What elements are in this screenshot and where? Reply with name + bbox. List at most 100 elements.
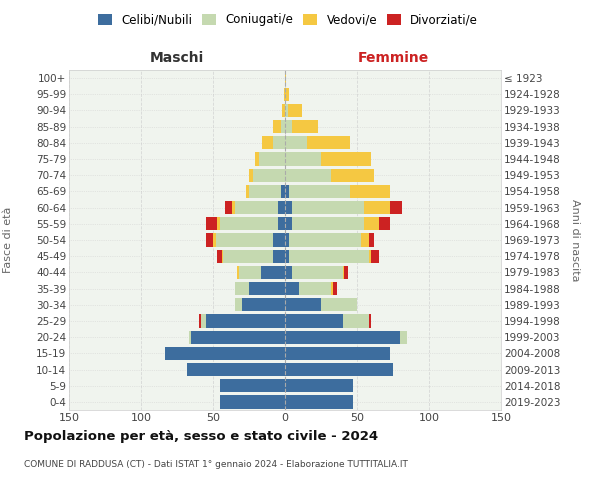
Bar	[274, 120, 281, 134]
Bar	[246, 185, 249, 198]
Bar	[285, 120, 292, 134]
Bar	[390, 201, 401, 214]
Bar	[238, 266, 239, 279]
Bar	[281, 120, 285, 134]
Text: Femmine: Femmine	[358, 51, 428, 65]
Bar	[285, 234, 289, 246]
Bar	[285, 168, 331, 182]
Bar	[255, 152, 259, 166]
Bar	[262, 136, 274, 149]
Bar	[331, 168, 374, 182]
Bar	[285, 72, 286, 85]
Bar	[292, 201, 364, 214]
Bar	[274, 136, 285, 149]
Bar	[285, 250, 289, 263]
Bar	[343, 314, 368, 328]
Bar	[289, 234, 361, 246]
Bar	[368, 250, 371, 263]
Bar	[285, 282, 299, 295]
Bar	[224, 201, 232, 214]
Bar	[289, 250, 368, 263]
Bar	[223, 250, 274, 263]
Bar	[239, 266, 260, 279]
Bar	[288, 104, 302, 117]
Bar	[368, 314, 371, 328]
Bar	[274, 234, 285, 246]
Bar	[285, 152, 321, 166]
Bar	[332, 282, 337, 295]
Bar	[235, 298, 242, 312]
Bar	[285, 266, 292, 279]
Bar	[199, 314, 202, 328]
Bar	[321, 298, 357, 312]
Bar	[321, 152, 371, 166]
Bar	[285, 298, 321, 312]
Bar	[368, 234, 374, 246]
Bar	[249, 185, 281, 198]
Bar	[285, 104, 288, 117]
Bar	[344, 266, 349, 279]
Bar	[400, 330, 407, 344]
Bar	[217, 250, 221, 263]
Text: COMUNE DI RADDUSA (CT) - Dati ISTAT 1° gennaio 2024 - Elaborazione TUTTITALIA.IT: COMUNE DI RADDUSA (CT) - Dati ISTAT 1° g…	[24, 460, 408, 469]
Bar	[289, 185, 350, 198]
Bar	[307, 136, 350, 149]
Bar	[249, 168, 253, 182]
Bar	[285, 346, 390, 360]
Bar	[188, 330, 191, 344]
Bar	[220, 379, 285, 392]
Bar	[249, 282, 285, 295]
Legend: Celibi/Nubili, Coniugati/e, Vedovi/e, Divorziati/e: Celibi/Nubili, Coniugati/e, Vedovi/e, Di…	[95, 11, 481, 28]
Bar	[292, 266, 343, 279]
Bar	[278, 201, 285, 214]
Bar	[221, 250, 223, 263]
Bar	[217, 217, 220, 230]
Bar	[260, 266, 285, 279]
Bar	[274, 250, 285, 263]
Bar	[379, 217, 390, 230]
Bar	[259, 152, 285, 166]
Bar	[253, 168, 285, 182]
Bar	[220, 217, 278, 230]
Bar	[285, 136, 307, 149]
Text: Maschi: Maschi	[150, 51, 204, 65]
Bar	[285, 396, 353, 408]
Y-axis label: Anni di nascita: Anni di nascita	[570, 198, 580, 281]
Bar	[206, 217, 217, 230]
Bar	[350, 185, 390, 198]
Bar	[235, 201, 278, 214]
Bar	[299, 282, 331, 295]
Bar	[206, 234, 213, 246]
Bar	[191, 330, 285, 344]
Bar	[281, 185, 285, 198]
Bar	[361, 234, 368, 246]
Bar	[235, 282, 249, 295]
Bar	[202, 314, 206, 328]
Bar	[331, 282, 332, 295]
Bar	[285, 330, 400, 344]
Bar	[278, 217, 285, 230]
Bar	[285, 88, 289, 101]
Bar	[242, 298, 285, 312]
Bar	[285, 185, 289, 198]
Bar	[292, 217, 364, 230]
Bar	[187, 363, 285, 376]
Bar	[285, 379, 353, 392]
Bar	[166, 346, 285, 360]
Y-axis label: Fasce di età: Fasce di età	[3, 207, 13, 273]
Bar	[284, 88, 285, 101]
Bar	[285, 314, 343, 328]
Bar	[343, 266, 344, 279]
Bar	[292, 120, 318, 134]
Bar	[371, 250, 379, 263]
Bar	[364, 201, 390, 214]
Bar	[285, 363, 393, 376]
Bar	[216, 234, 274, 246]
Bar	[285, 201, 292, 214]
Bar	[213, 234, 216, 246]
Bar	[364, 217, 379, 230]
Bar	[282, 104, 285, 117]
Bar	[285, 217, 292, 230]
Bar	[206, 314, 285, 328]
Text: Popolazione per età, sesso e stato civile - 2024: Popolazione per età, sesso e stato civil…	[24, 430, 378, 443]
